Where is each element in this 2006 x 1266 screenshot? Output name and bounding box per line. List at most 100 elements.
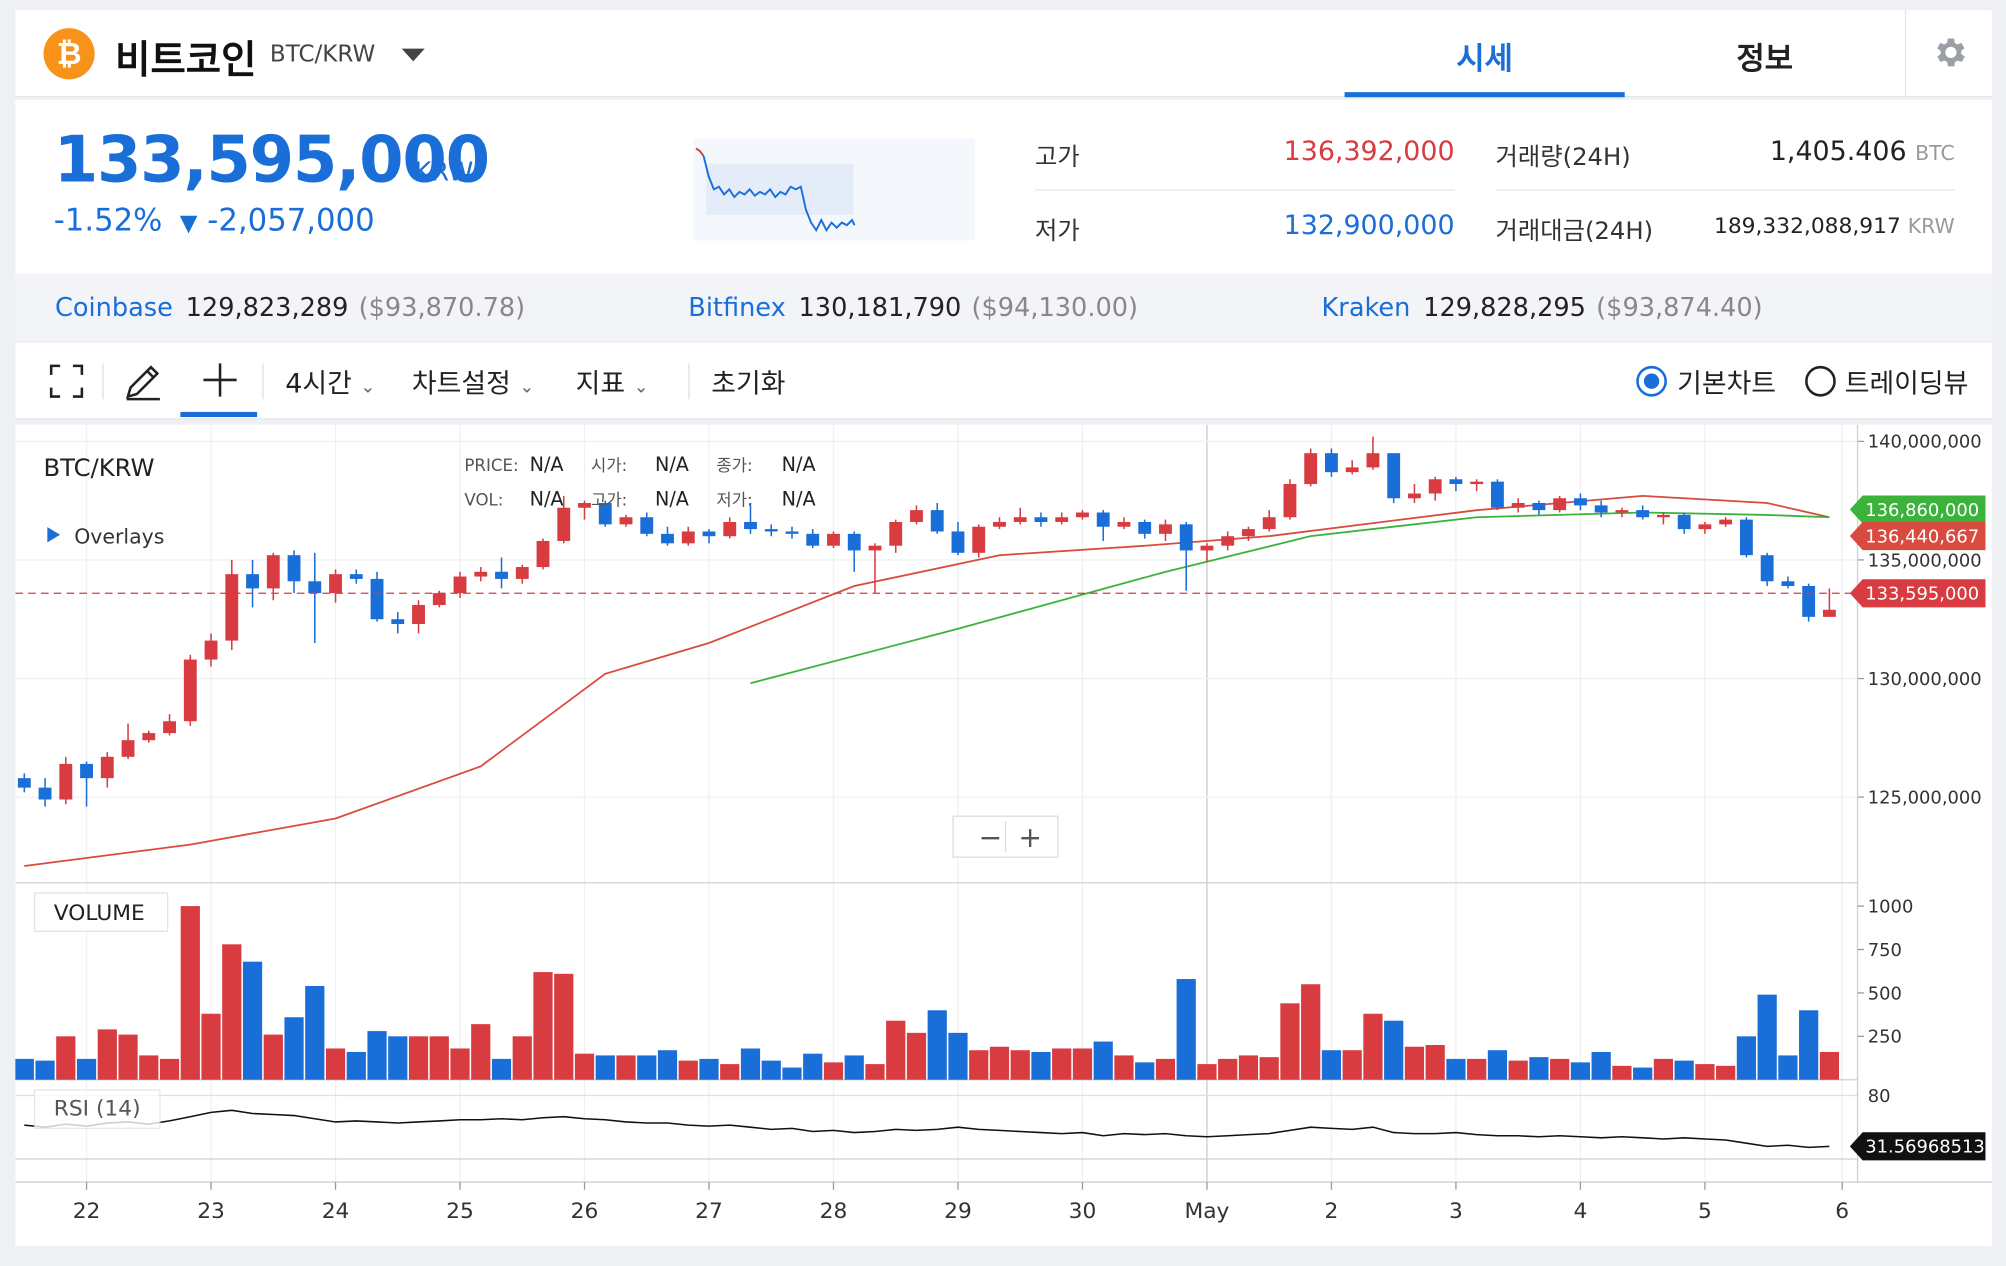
candle-body bbox=[702, 531, 716, 537]
volume-bar bbox=[450, 1048, 470, 1080]
basic-chart-radio[interactable] bbox=[1636, 365, 1667, 397]
ma-red-label: 136,440,667 bbox=[1865, 526, 1979, 547]
volume-bar bbox=[1072, 1048, 1093, 1080]
candle-body bbox=[681, 531, 695, 544]
candle-body bbox=[536, 540, 550, 568]
price-tick-label: 125,000,000 bbox=[1868, 788, 1982, 809]
bitcoin-logo-icon: ₿ bbox=[43, 28, 95, 80]
exchange-usd: ($93,870.78) bbox=[358, 291, 526, 323]
candle-body bbox=[370, 578, 384, 620]
volume-bar bbox=[1778, 1055, 1798, 1080]
chevron-down-icon: ⌄ bbox=[519, 377, 535, 398]
candle-body bbox=[1159, 524, 1172, 534]
change-amount: -2,057,000 bbox=[207, 202, 375, 238]
candle-body bbox=[474, 571, 488, 577]
zoom-control: − + bbox=[952, 815, 1059, 858]
volume-bar bbox=[346, 1051, 366, 1080]
volume-bar bbox=[367, 1031, 387, 1080]
candle-body bbox=[1511, 503, 1525, 508]
volume-bar bbox=[15, 1058, 34, 1080]
chart-settings-dropdown[interactable]: 차트설정 ⌄ bbox=[411, 368, 535, 400]
rsi-value-label-tag bbox=[1849, 1132, 1986, 1161]
reset-button[interactable]: 초기화 bbox=[711, 368, 786, 400]
volume-24h: 1,405.406 BTC bbox=[1769, 135, 1955, 167]
candle-body bbox=[59, 763, 73, 800]
volume-bar bbox=[1301, 984, 1321, 1080]
volume-bar bbox=[1550, 1058, 1570, 1080]
vol-value: N/A bbox=[530, 487, 564, 510]
price-tick-label: 140,000,000 bbox=[1868, 432, 1982, 453]
volume-bar bbox=[1529, 1057, 1549, 1080]
fullscreen-icon[interactable] bbox=[49, 363, 85, 399]
volume-bar bbox=[1653, 1058, 1674, 1080]
tradingview-label[interactable]: 트레이딩뷰 bbox=[1844, 368, 1969, 400]
overlays-toggle[interactable]: Overlays bbox=[74, 525, 164, 549]
candle-body bbox=[1449, 479, 1463, 485]
candle-body bbox=[287, 555, 301, 582]
current-price-label-tag bbox=[1849, 579, 1986, 608]
candle-body bbox=[266, 555, 280, 589]
zoom-out-button[interactable]: − bbox=[979, 821, 1003, 854]
candle-body bbox=[17, 778, 31, 788]
gear-icon[interactable] bbox=[1932, 33, 1970, 71]
volume-bar bbox=[97, 1029, 117, 1080]
volume-bar bbox=[491, 1058, 512, 1080]
volume-bar bbox=[118, 1034, 138, 1080]
coin-dropdown-chevron-down-icon[interactable] bbox=[401, 48, 425, 62]
divider bbox=[1034, 189, 1455, 191]
coin-name: 비트코인 bbox=[115, 38, 257, 84]
divider bbox=[102, 363, 104, 400]
high-label: 고가: bbox=[591, 490, 627, 509]
tab-info[interactable]: 정보 bbox=[1736, 40, 1794, 77]
volume-bar bbox=[782, 1067, 802, 1080]
exchange-usd: ($93,874.40) bbox=[1596, 291, 1763, 323]
volume-bar bbox=[1819, 1051, 1840, 1080]
candle-body bbox=[1615, 510, 1629, 513]
exchange-price: 130,181,790 bbox=[798, 291, 962, 323]
interval-dropdown[interactable]: 4시간 ⌄ bbox=[285, 368, 376, 400]
candle-body bbox=[1283, 484, 1297, 518]
candle-body bbox=[329, 574, 342, 594]
candle-body bbox=[1822, 609, 1836, 617]
current-price-label: 133,595,000 bbox=[1865, 584, 1979, 605]
low-value: N/A bbox=[782, 487, 816, 510]
exchange-name[interactable]: Bitfinex bbox=[688, 291, 786, 323]
expand-triangle-icon[interactable] bbox=[47, 527, 61, 543]
tab-price[interactable]: 시세 bbox=[1456, 40, 1513, 77]
candlestick-chart[interactable]: 140,000,000 135,000,000 130,000,000 125,000… bbox=[15, 424, 1992, 1246]
candle-body bbox=[1138, 521, 1152, 534]
volume-bar bbox=[803, 1053, 823, 1080]
volume-24h-label: 거래량(24H) bbox=[1495, 143, 1631, 172]
candle-body bbox=[1179, 524, 1193, 551]
price-change: -1.52% ▼ -2,057,000 bbox=[54, 202, 375, 238]
volume-bar bbox=[512, 1036, 532, 1080]
volume-bar bbox=[1031, 1051, 1051, 1080]
zoom-in-button[interactable]: + bbox=[1018, 821, 1042, 854]
candle-body bbox=[744, 521, 757, 530]
pencil-icon[interactable] bbox=[123, 361, 164, 402]
volume-tick-label: 750 bbox=[1868, 940, 1902, 961]
exchange-name[interactable]: Coinbase bbox=[55, 291, 173, 323]
x-tick-label: 4 bbox=[1574, 1199, 1588, 1224]
candle-body bbox=[1366, 453, 1380, 468]
low-value: 132,900,000 bbox=[1283, 209, 1455, 241]
exchange-name[interactable]: Kraken bbox=[1321, 291, 1411, 323]
tradingview-radio[interactable] bbox=[1805, 365, 1836, 397]
ma-green-label: 136,860,000 bbox=[1865, 500, 1979, 521]
x-tick-label: 3 bbox=[1449, 1199, 1463, 1224]
volume-bar bbox=[1736, 1036, 1757, 1080]
candle-body bbox=[163, 721, 176, 734]
price-chart-panel[interactable]: 140,000,000 135,000,000 130,000,000 125,000… bbox=[15, 424, 1992, 1247]
basic-chart-label[interactable]: 기본차트 bbox=[1677, 368, 1777, 400]
volume-bar bbox=[989, 1046, 1010, 1080]
candle-body bbox=[453, 576, 467, 594]
volume-bar bbox=[35, 1060, 55, 1080]
crosshair-icon[interactable] bbox=[201, 361, 239, 399]
candle-body bbox=[308, 581, 322, 594]
x-tick-label: 5 bbox=[1698, 1199, 1712, 1224]
candle-body bbox=[412, 605, 425, 624]
indicators-dropdown[interactable]: 지표 ⌄ bbox=[575, 368, 649, 400]
exchange-prices-bar: Coinbase 129,823,289 ($93,870.78) Bitfinex… bbox=[15, 273, 1992, 341]
candle-body bbox=[1387, 453, 1401, 499]
volume-bar bbox=[657, 1050, 678, 1080]
